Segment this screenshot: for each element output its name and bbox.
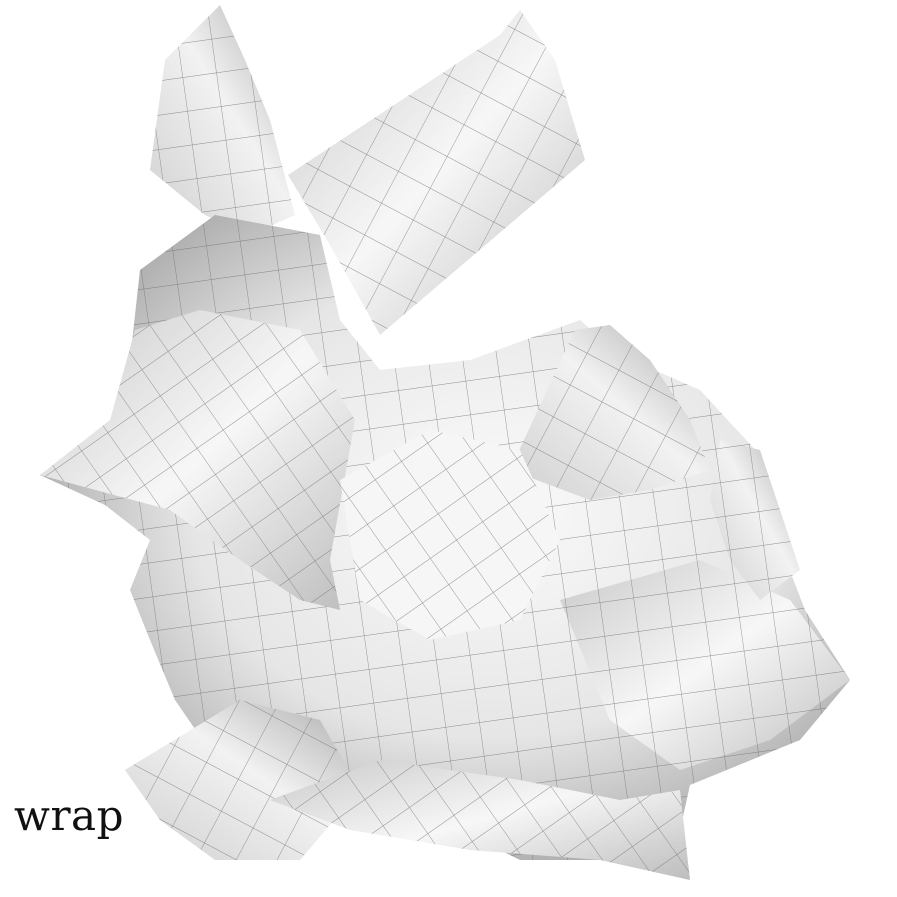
tail-patch — [710, 440, 800, 600]
front-foot-patch — [125, 700, 360, 860]
right-ear-patch — [288, 10, 585, 335]
head-patch — [40, 310, 355, 610]
back-patch — [510, 325, 710, 500]
haunch-patch — [560, 560, 850, 770]
rear-foot-patch — [270, 760, 690, 880]
left-ear-patch — [150, 5, 295, 235]
chest-patch — [340, 430, 560, 640]
caption-label: wrap — [14, 791, 124, 840]
